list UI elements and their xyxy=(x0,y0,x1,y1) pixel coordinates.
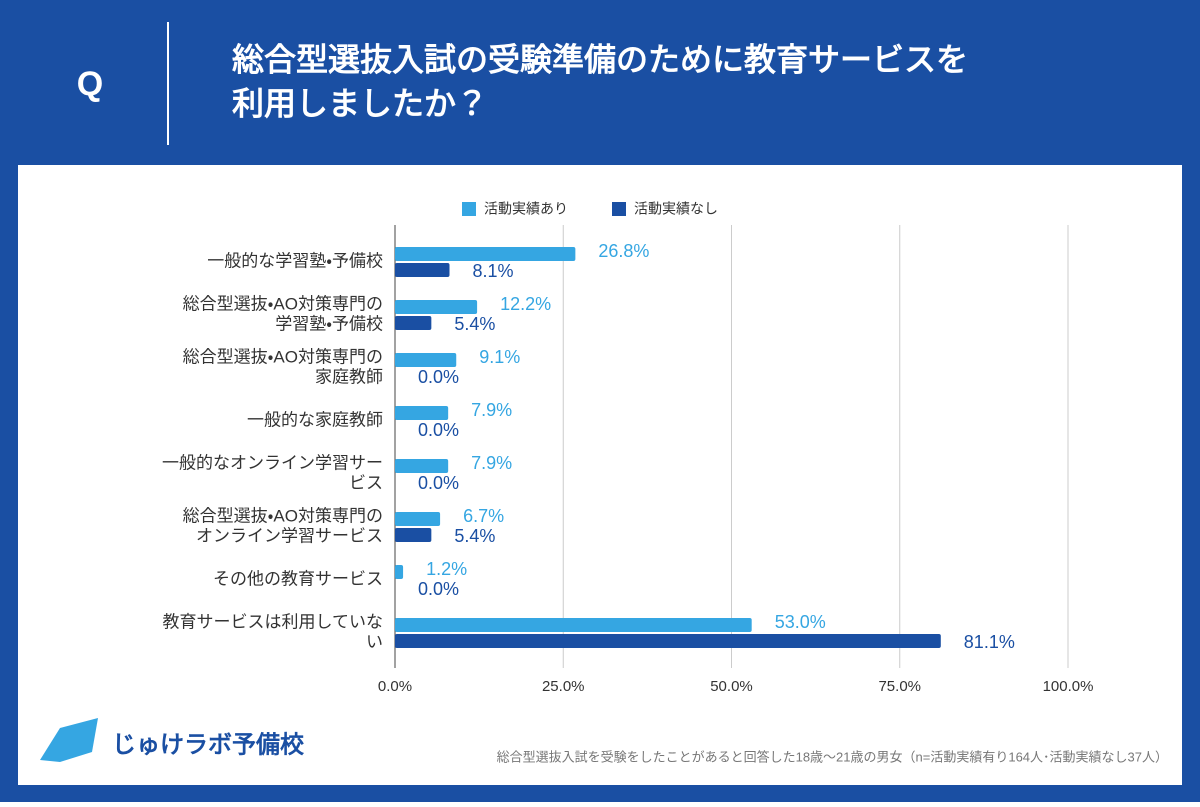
bar xyxy=(395,512,441,526)
y-tick-label: その他の教育サービス xyxy=(213,569,383,588)
y-tick-label: 総合型選抜・AO対策専門の xyxy=(183,506,383,525)
x-tick-label: 75.0% xyxy=(878,678,921,695)
bar xyxy=(395,353,457,367)
legend-label: 活動実績なし xyxy=(634,201,718,217)
panel xyxy=(18,165,1182,785)
bar xyxy=(395,406,449,420)
value-label: 0.0% xyxy=(418,420,459,440)
bar xyxy=(395,565,404,579)
bar xyxy=(395,459,449,473)
legend-swatch xyxy=(462,202,476,216)
bar xyxy=(395,247,576,261)
y-tick-label: 学習塾・予備校 xyxy=(275,314,383,333)
value-label: 5.4% xyxy=(454,526,495,546)
value-label: 53.0% xyxy=(775,612,826,632)
footnote: 総合型選抜入試を受験をしたことがあると回答した18歳～21歳の男女（n=活動実績… xyxy=(497,749,1168,764)
y-tick-label: 総合型選抜・AO対策専門の xyxy=(183,347,383,366)
value-label: 81.1% xyxy=(964,632,1015,652)
bar xyxy=(395,316,432,330)
value-label: 0.0% xyxy=(418,473,459,493)
value-label: 7.9% xyxy=(471,453,512,473)
title-line: 総合型選抜入試の受験準備のために教育サービスを xyxy=(232,41,968,77)
value-label: 26.8% xyxy=(598,241,649,261)
bar xyxy=(395,263,450,277)
y-tick-label: 一般的なオンライン学習サー xyxy=(162,453,383,472)
y-tick-label: 教育サービスは利用していな xyxy=(163,612,384,631)
logo: じゅけラボ予備校 xyxy=(40,718,305,762)
y-tick-label: 一般的な学習塾・予備校 xyxy=(207,251,383,270)
y-tick-label: 総合型選抜・AO対策専門の xyxy=(183,294,383,313)
logo-text: じゅけラボ予備校 xyxy=(112,731,305,758)
legend-label: 活動実績あり xyxy=(484,201,568,217)
q-mark: Q xyxy=(77,65,103,103)
title-line: 利用しましたか？ xyxy=(232,85,488,121)
bar xyxy=(395,300,478,314)
x-tick-label: 50.0% xyxy=(710,678,753,695)
value-label: 8.1% xyxy=(473,261,514,281)
value-label: 1.2% xyxy=(426,559,467,579)
value-label: 0.0% xyxy=(418,579,459,599)
value-label: 0.0% xyxy=(418,367,459,387)
x-tick-label: 25.0% xyxy=(542,678,585,695)
bar xyxy=(395,618,752,632)
y-tick-label: い xyxy=(366,632,383,651)
y-tick-label: ビス xyxy=(349,473,383,492)
value-label: 5.4% xyxy=(454,314,495,334)
x-tick-label: 100.0% xyxy=(1043,678,1094,695)
value-label: 6.7% xyxy=(463,506,504,526)
logo-icon xyxy=(40,718,98,762)
bar xyxy=(395,528,432,542)
value-label: 7.9% xyxy=(471,400,512,420)
y-tick-label: オンライン学習サービス xyxy=(196,526,383,545)
value-label: 9.1% xyxy=(479,347,520,367)
bar xyxy=(395,634,941,648)
y-tick-label: 家庭教師 xyxy=(315,367,383,386)
legend-swatch xyxy=(612,202,626,216)
value-label: 12.2% xyxy=(500,294,551,314)
y-tick-label: 一般的な家庭教師 xyxy=(247,410,383,429)
x-tick-label: 0.0% xyxy=(378,678,412,695)
